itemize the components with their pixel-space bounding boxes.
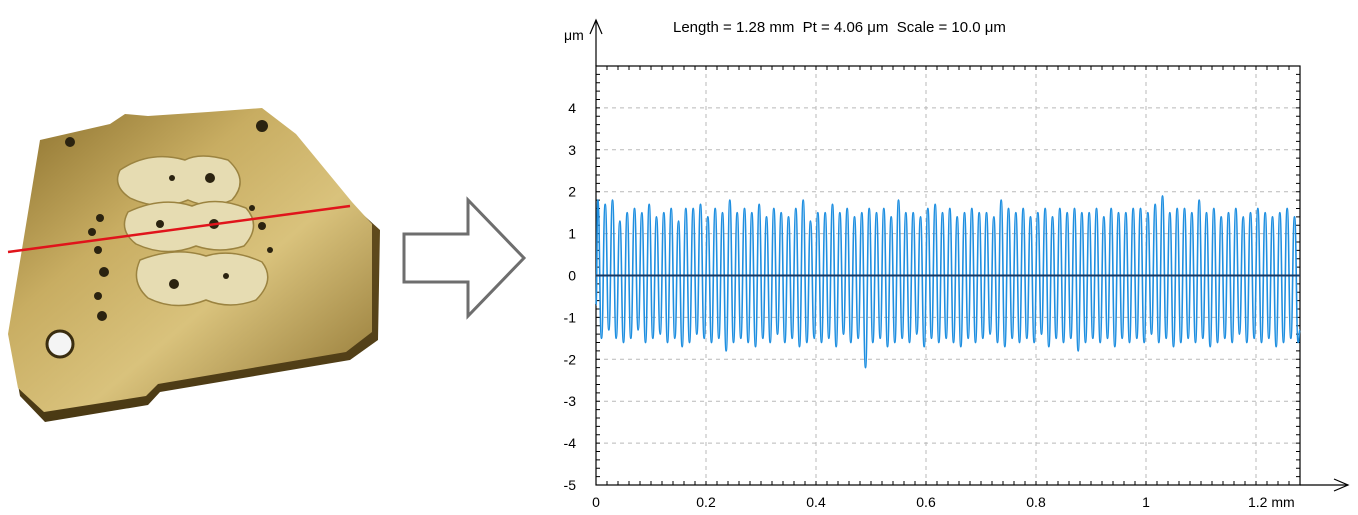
y-tick-label: 0: [568, 268, 576, 284]
y-tick-label: -3: [564, 393, 577, 409]
x-tick-label: 0.8: [1026, 494, 1046, 510]
y-tick-label: -4: [564, 435, 577, 451]
series-layer: [595, 195, 1301, 369]
x-tick-label: 1.2 mm: [1248, 494, 1295, 510]
profile-series-line: [595, 195, 1301, 369]
y-tick-label: -5: [564, 477, 577, 493]
x-tick-label: 0.4: [806, 494, 826, 510]
x-tick-labels: 0 0.2 0.4 0.6 0.8 1 1.2 mm: [592, 494, 1295, 510]
y-axis-arrow: [589, 18, 603, 66]
y-tick-label: 3: [568, 142, 576, 158]
section-line: [7, 204, 351, 254]
y-tick-label: 4: [568, 100, 576, 116]
y-axis-unit-label: μm: [564, 27, 584, 43]
x-tick-label: 0: [592, 494, 600, 510]
x-axis-arrow: [1300, 478, 1350, 492]
y-tick-label: -1: [564, 309, 577, 325]
y-tick-label: 2: [568, 184, 576, 200]
y-tick-labels: 4 3 2 1 0 -1 -2 -3 -4 -5: [564, 100, 577, 493]
y-tick-label: 1: [568, 226, 576, 242]
brass-plate-photo: [7, 108, 380, 422]
x-tick-label: 0.6: [916, 494, 936, 510]
hollow-right-arrow-icon: [402, 196, 527, 320]
x-tick-label: 1: [1142, 494, 1150, 510]
y-tick-label: -2: [564, 351, 577, 367]
chart-title: Length = 1.28 mm Pt = 4.06 μm Scale = 10…: [673, 19, 1006, 36]
x-tick-label: 0.2: [696, 494, 716, 510]
profile-chart: μm Length = 1.28 mm Pt = 4.06 μm Scale =…: [564, 18, 1350, 510]
